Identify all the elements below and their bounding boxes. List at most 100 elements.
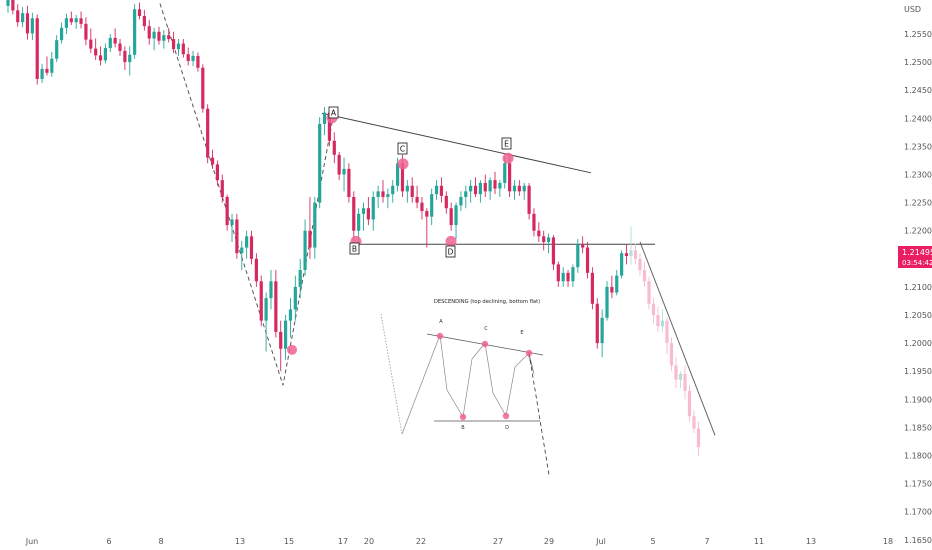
candle (113, 37, 117, 44)
candle (342, 168, 346, 175)
candle (391, 185, 395, 195)
projection-candle (687, 390, 692, 417)
projection-candle (642, 270, 647, 282)
y-tick-label: 1.24500 (904, 86, 932, 95)
candle (152, 31, 156, 39)
candle (444, 195, 448, 209)
candle (206, 108, 210, 158)
diagram-point-b (459, 413, 467, 421)
candle (147, 26, 151, 39)
diagram-label-a: A (439, 319, 443, 325)
projection-candle (692, 416, 696, 429)
candle (503, 163, 507, 183)
time-axis[interactable]: Jun 6 8 13 15 17 20 22 27 29 Jul 5 7 11 13 18 (25, 537, 893, 546)
candle (396, 163, 400, 186)
candle (59, 27, 64, 41)
candle (357, 213, 361, 231)
resistance-trendline (321, 112, 592, 174)
candle (254, 258, 258, 282)
projection-candle (678, 374, 683, 380)
x-tick-label: 18 (883, 537, 893, 546)
candle (527, 185, 531, 214)
candle (537, 230, 541, 237)
candle (420, 202, 424, 212)
x-tick-label: 7 (704, 537, 709, 546)
x-tick-label: 5 (650, 537, 655, 546)
candle (21, 13, 25, 23)
candle (546, 237, 551, 242)
price-axis[interactable]: USD 1.25500 1.25000 1.24500 1.24000 1.23500 1… (904, 5, 932, 545)
y-tick-label: 1.20500 (904, 311, 932, 320)
candle (595, 303, 599, 344)
candle (142, 16, 146, 27)
candle (556, 264, 560, 282)
projection-candle (633, 250, 638, 259)
candle (240, 247, 244, 254)
projection-candle (638, 258, 642, 271)
point-label-d: D (448, 248, 454, 257)
pattern-point-d (445, 235, 457, 247)
candle (478, 182, 482, 195)
diagram-label-c: C (484, 326, 488, 332)
price-box (898, 246, 932, 268)
candle (45, 68, 49, 73)
projection-candle (656, 315, 660, 327)
candle (74, 18, 78, 23)
y-tick-label: 1.16500 (904, 536, 932, 545)
candle (269, 281, 273, 299)
candle (459, 196, 463, 206)
candle (303, 230, 307, 271)
candle (40, 68, 44, 79)
x-tick-label: 6 (106, 537, 111, 546)
diagram-label-b: B (461, 425, 465, 431)
projection-candle (696, 428, 701, 448)
candle (605, 286, 609, 318)
candle (371, 196, 375, 220)
candle (220, 180, 224, 197)
x-tick-label: 27 (493, 537, 503, 546)
candle (230, 219, 234, 226)
y-tick-label: 1.23500 (904, 142, 932, 151)
descending-triangle-diagram: DESCENDING (top declining, bottom flat) … (380, 299, 550, 476)
candle (215, 164, 220, 181)
candle (322, 112, 327, 124)
candle (50, 58, 54, 73)
diagram-breakdown-arrow (528, 352, 550, 476)
candle (576, 244, 580, 268)
candle (434, 185, 439, 195)
current-price-marker: 1.21495 03:54:42 (898, 246, 932, 268)
candle (620, 253, 624, 276)
y-tick-label: 1.17500 (904, 480, 932, 489)
y-tick-label: 1.19500 (904, 367, 932, 376)
candle (508, 163, 512, 192)
x-tick-label: 22 (416, 537, 426, 546)
diagram-point-c (481, 340, 489, 348)
candle (79, 18, 83, 24)
candle (610, 286, 614, 293)
candle (517, 185, 521, 192)
candles-layer (6, 0, 629, 372)
x-tick-label: 8 (158, 537, 163, 546)
pattern-point-e (502, 152, 514, 164)
y-tick-label: 1.21000 (904, 283, 932, 292)
candle (352, 196, 356, 231)
candle (425, 211, 429, 217)
candle (167, 35, 171, 40)
pattern-point-low (287, 344, 297, 355)
candle (245, 236, 249, 248)
projection-candle (651, 303, 656, 315)
x-tick-label: 17 (338, 537, 348, 546)
point-label-b: B (352, 245, 357, 254)
candle (585, 247, 590, 273)
point-label-c: C (400, 145, 405, 154)
candle (318, 123, 322, 203)
candle (274, 281, 278, 332)
label-box-e (501, 137, 512, 150)
projection-candle (665, 320, 669, 344)
candle (108, 37, 112, 49)
candle (327, 112, 332, 141)
diagram-label-d: D (505, 425, 509, 431)
candle (16, 10, 20, 23)
candle (176, 43, 181, 50)
